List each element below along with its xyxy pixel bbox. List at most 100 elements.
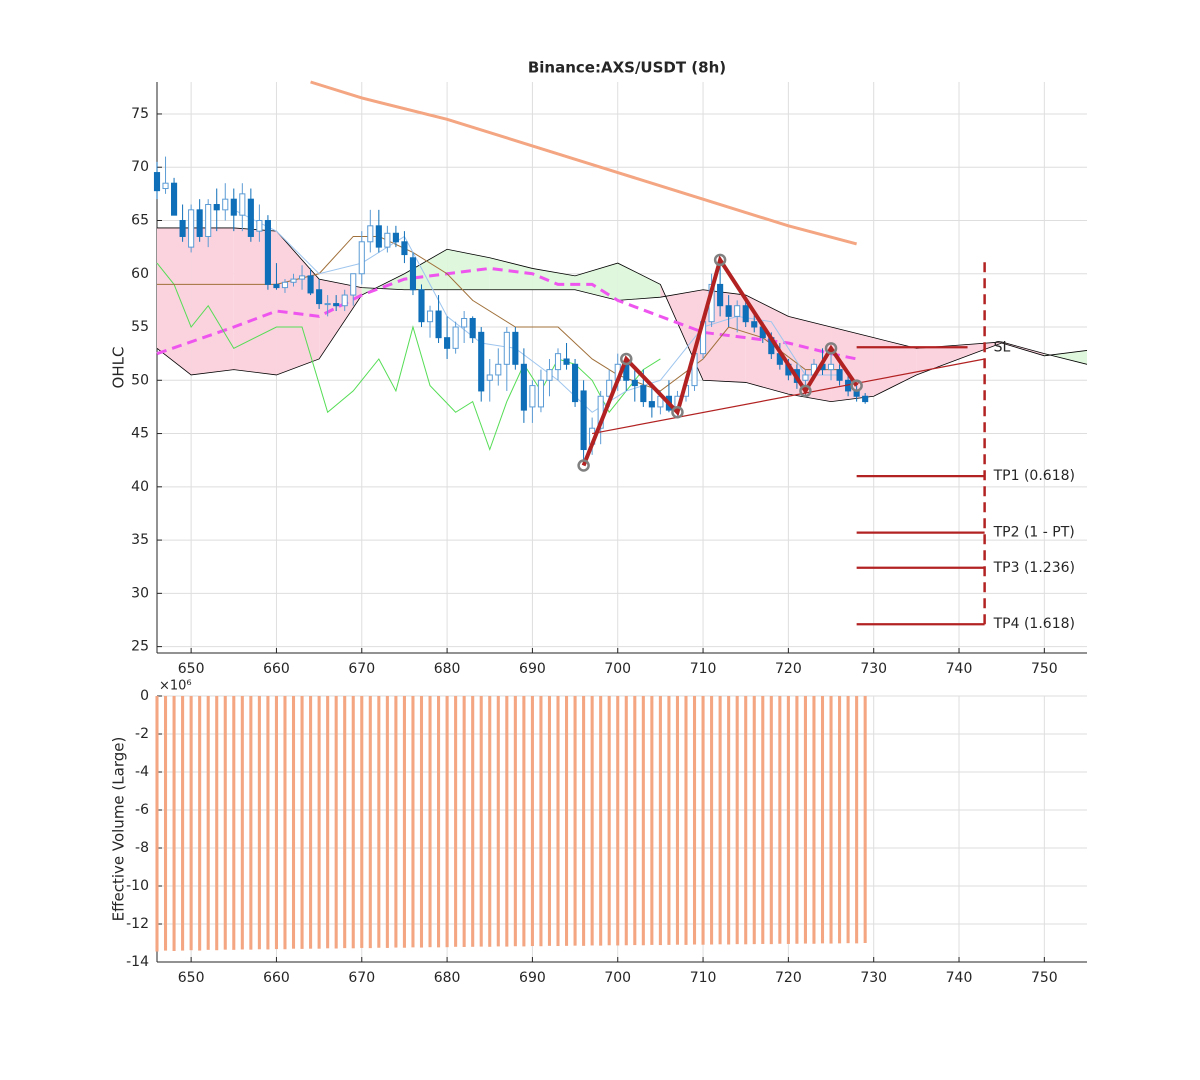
candle-body: [529, 385, 536, 408]
cloud-segment: [447, 249, 490, 290]
bar: [198, 696, 202, 951]
bar: [419, 696, 424, 948]
bar: [803, 696, 807, 944]
x-tick-label: 730: [860, 661, 887, 677]
cloud-segment: [916, 345, 960, 375]
bar: [428, 696, 432, 948]
candle-body: [188, 209, 195, 248]
bar: [838, 696, 842, 944]
cloud-segment: [1044, 350, 1087, 365]
bar: [223, 696, 227, 950]
y-tick-label: 0: [140, 688, 149, 704]
candle-body: [478, 331, 485, 392]
x-tick-label: 710: [690, 661, 717, 677]
level-label: TP3 (1.236): [993, 560, 1075, 576]
cloud-segment: [575, 263, 618, 301]
cloud-segment: [319, 279, 362, 359]
cloud-segment: [532, 268, 576, 290]
candle-body: [222, 198, 229, 211]
bar: [274, 696, 278, 950]
bar: [769, 696, 773, 945]
candle-body: [384, 232, 391, 248]
bar: [215, 696, 219, 951]
candle-body: [298, 275, 306, 280]
pattern-point: [713, 253, 727, 267]
y-tick-label: -6: [135, 802, 149, 818]
bar: [539, 696, 543, 947]
candle-body: [836, 369, 843, 381]
bar: [454, 696, 458, 947]
y-tick-label: 60: [131, 266, 149, 282]
candle-body: [827, 363, 835, 371]
bar: [658, 696, 662, 946]
candle-body: [725, 305, 732, 317]
candle-body: [631, 379, 638, 387]
candle-body: [401, 241, 408, 256]
y-tick-label: 65: [131, 212, 149, 228]
candle-body: [179, 219, 186, 237]
bar: [786, 696, 790, 944]
x-tick-label: 670: [348, 970, 375, 986]
bar: [394, 696, 398, 948]
x-tick-label: 700: [604, 970, 631, 986]
candle-body: [495, 363, 502, 376]
candle-body: [341, 294, 348, 307]
bar: [232, 696, 236, 950]
bar: [573, 696, 577, 946]
y-tick-label: -8: [135, 840, 149, 856]
candle-body: [520, 363, 527, 411]
candle-body: [580, 390, 587, 451]
x-tick-label: 740: [946, 661, 973, 677]
candle-body: [230, 198, 237, 216]
candle-body: [486, 374, 493, 381]
candle-body: [554, 353, 562, 371]
cloud-segment: [276, 231, 320, 375]
pattern-point: [824, 342, 838, 355]
bar: [752, 696, 756, 945]
y-tick-label: -14: [126, 954, 149, 970]
x-tick-label: 750: [1031, 661, 1058, 677]
bar: [624, 696, 628, 946]
cloud-segment: [191, 227, 234, 375]
x-tick-label: 670: [348, 661, 375, 677]
candle-body: [281, 281, 289, 289]
pattern-point: [620, 352, 633, 366]
bar: [675, 696, 679, 945]
candle-body: [640, 385, 647, 403]
x-tick-label: 730: [860, 970, 887, 986]
bar: [565, 696, 569, 946]
bar: [445, 696, 449, 948]
candle-body: [392, 232, 399, 243]
candle-body: [717, 283, 724, 307]
bar: [778, 696, 782, 944]
candle-body: [307, 275, 314, 294]
bar: [181, 696, 185, 951]
candle-body: [256, 219, 263, 232]
y-multiplier: ×10⁶: [159, 679, 192, 694]
bar: [496, 696, 500, 947]
y-tick-label: 55: [131, 319, 149, 335]
bar: [616, 696, 620, 946]
bar: [761, 696, 765, 944]
bar: [855, 696, 859, 944]
bar: [309, 696, 313, 949]
y-tick-label: 25: [131, 639, 149, 655]
bar: [172, 696, 176, 951]
x-tick-label: 720: [775, 661, 802, 677]
x-tick-label: 660: [263, 970, 290, 986]
bar: [684, 696, 688, 945]
candle-body: [572, 363, 579, 403]
bar: [300, 696, 304, 949]
candle-body: [862, 395, 869, 403]
bar: [641, 696, 645, 946]
bar: [863, 696, 867, 943]
bar: [735, 696, 739, 945]
x-tick-label: 680: [434, 970, 461, 986]
bar: [599, 696, 603, 946]
x-tick-label: 680: [434, 661, 461, 677]
x-tick-label: 690: [519, 661, 546, 677]
cloud-segment: [831, 327, 874, 402]
candle-body: [273, 283, 280, 289]
candle-body: [734, 305, 741, 317]
